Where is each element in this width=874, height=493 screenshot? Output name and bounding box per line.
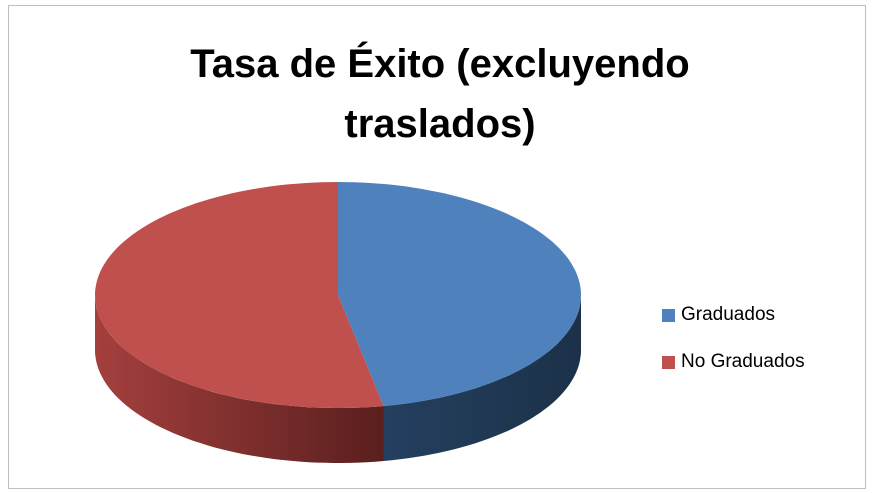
- pie-slice: [95, 182, 384, 408]
- legend-swatch: [662, 355, 675, 369]
- legend-swatch: [662, 308, 675, 322]
- pie-slice: [338, 182, 581, 406]
- legend-item: No Graduados: [662, 351, 805, 373]
- legend-item: Graduados: [662, 304, 775, 326]
- legend-label: No Graduados: [681, 351, 805, 372]
- pie-side: [383, 295, 581, 461]
- legend-label: Graduados: [681, 304, 776, 325]
- chart-title: Tasa de Éxito (excluyendo traslados): [190, 42, 690, 146]
- pie-side: [95, 295, 384, 463]
- chart-frame: [8, 5, 866, 489]
